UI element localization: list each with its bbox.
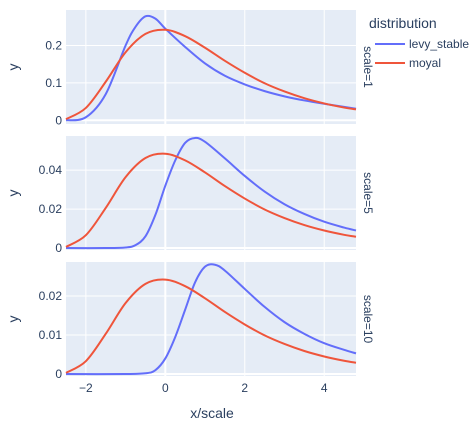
series-line-moyal-scale-1 [65,28,357,121]
facet-label-scale-1: scale=1 [361,46,375,88]
legend-item-moyal[interactable]: moyal [375,56,441,70]
x-tick-label: 0 [162,381,169,395]
legend-item-levy-stable[interactable]: levy_stable [375,37,469,51]
series-line-levy-stable-scale-10 [65,263,357,376]
legend-label-moyal: moyal [409,56,441,70]
series-line-levy-stable-scale-5 [65,136,357,250]
y-tick-label: 0.02 [39,289,63,303]
y-tick-label: 0.1 [45,76,62,90]
panel-scale-10: 0 0.01 0.02 y scale=10 [5,262,375,381]
y-axis-title-scale-1: y [5,64,21,71]
facet-label-scale-5: scale=5 [361,172,375,214]
legend-label-levy-stable: levy_stable [409,37,469,51]
facet-label-scale-10: scale=10 [361,295,375,344]
y-tick-label: 0 [55,113,62,127]
series-line-levy-stable-scale-1 [65,14,357,122]
series-line-moyal-scale-10 [65,278,357,374]
plot-area-scale-10 [66,262,356,376]
y-tick-label: 0.01 [39,328,63,342]
y-tick-label: 0.02 [39,202,63,216]
x-axis-title: x/scale [190,405,234,421]
panels: 00.10.2y scale=100.020.04y scale=500.010.0… [5,10,375,395]
legend: distribution levy_stable moyal [369,15,469,70]
x-tick-label: 4 [321,381,328,395]
y-axis-title-scale-5: y [5,190,21,197]
y-axis-title-scale-10: y [5,316,21,323]
y-tick-label: 0.04 [39,163,63,177]
x-tick-label: −2 [79,381,93,395]
panel-scale-1: 0 0.1 0.2 y scale=1 [5,10,375,127]
panel-scale-5: 0 0.02 0.04 y scale=5 [5,136,375,255]
y-tick-label: 0.2 [45,39,62,53]
legend-title: distribution [369,15,437,31]
series-line-moyal-scale-5 [65,152,357,248]
plot-area-scale-5 [66,136,356,250]
x-tick-label: 2 [241,381,248,395]
y-tick-label: 0 [55,241,62,255]
y-tick-label: 0 [55,367,62,381]
